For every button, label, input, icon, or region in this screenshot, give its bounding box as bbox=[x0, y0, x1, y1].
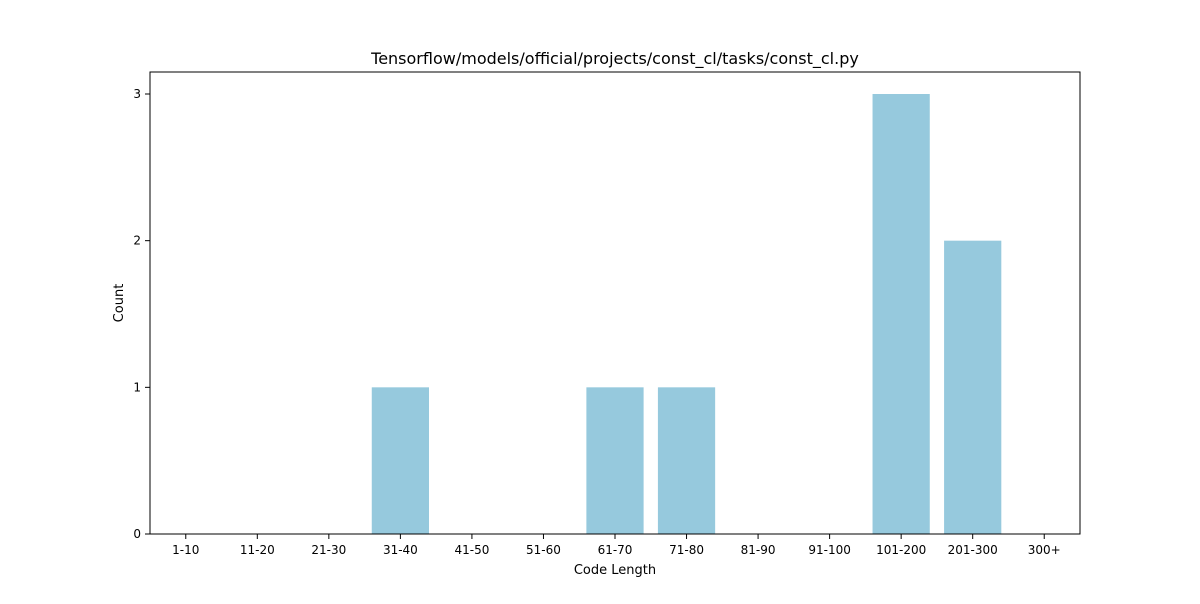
bar-31-40 bbox=[371, 387, 429, 534]
x-tick-label: 201-300 bbox=[948, 543, 998, 557]
chart-title: Tensorflow/models/official/projects/cons… bbox=[370, 49, 859, 69]
x-tick-label: 101-200 bbox=[876, 543, 926, 557]
bar-101-200 bbox=[872, 94, 930, 534]
bar-71-80 bbox=[657, 387, 716, 534]
x-tick-label: 71-80 bbox=[669, 543, 704, 557]
x-tick-label: 91-100 bbox=[808, 543, 851, 557]
bar-61-70 bbox=[586, 387, 644, 534]
x-tick-label: 41-50 bbox=[454, 543, 489, 557]
x-tick-label: 21-30 bbox=[311, 543, 346, 557]
bar-201-300 bbox=[944, 240, 1002, 535]
bars-layer bbox=[371, 94, 1002, 535]
x-tick-label: 81-90 bbox=[741, 543, 776, 557]
x-tick-label: 1-10 bbox=[172, 543, 199, 557]
y-tick-label: 3 bbox=[133, 87, 141, 101]
y-axis: 0 1 2 3 bbox=[133, 87, 150, 541]
y-tick-label: 1 bbox=[133, 380, 141, 394]
y-axis-label: Count bbox=[112, 284, 127, 323]
x-tick-label: 61-70 bbox=[598, 543, 633, 557]
y-tick-label: 2 bbox=[133, 234, 141, 248]
x-tick-label: 31-40 bbox=[383, 543, 418, 557]
x-axis-label: Code Length bbox=[574, 563, 656, 578]
x-tick-label: 11-20 bbox=[240, 543, 275, 557]
x-tick-label: 51-60 bbox=[526, 543, 561, 557]
x-axis: 1-10 11-20 21-30 31-40 41-50 51-60 61-70 71-80 8… bbox=[172, 534, 1061, 557]
y-tick-label: 0 bbox=[133, 527, 141, 541]
x-tick-label: 300+ bbox=[1028, 543, 1061, 557]
